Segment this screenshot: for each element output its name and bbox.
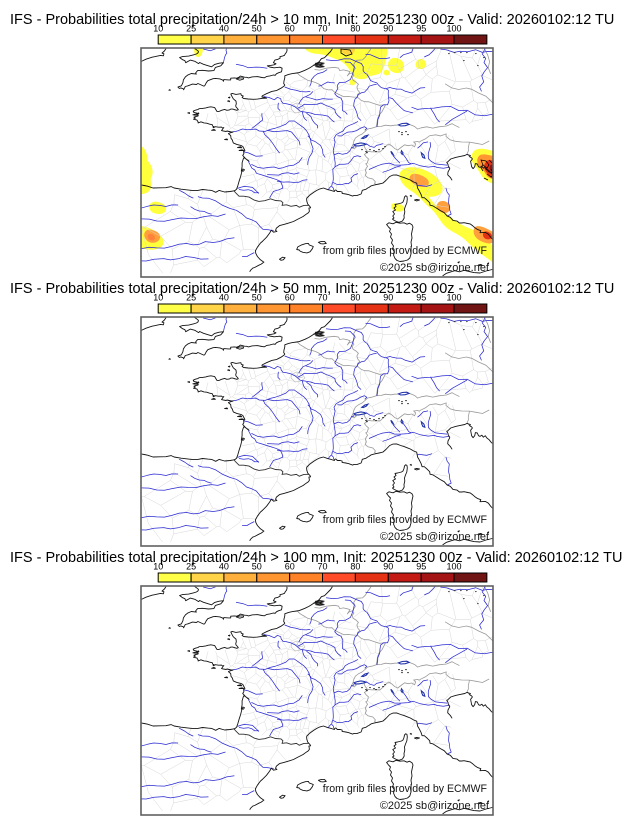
svg-text:100: 100 [446,24,461,34]
svg-text:50: 50 [252,562,262,572]
svg-text:80: 80 [350,562,360,572]
svg-text:95: 95 [416,562,426,572]
svg-text:100: 100 [446,562,461,572]
svg-text:40: 40 [219,562,229,572]
svg-text:95: 95 [416,24,426,34]
svg-text:IFS - Probabilities total prec: IFS - Probabilities total precipitation/… [10,550,622,566]
svg-text:10: 10 [153,293,163,303]
svg-text:100: 100 [446,293,461,303]
svg-text:80: 80 [350,24,360,34]
svg-text:90: 90 [383,293,393,303]
svg-text:40: 40 [219,293,229,303]
svg-text:80: 80 [350,293,360,303]
svg-text:95: 95 [416,293,426,303]
svg-text:90: 90 [383,562,393,572]
svg-text:60: 60 [285,24,295,34]
svg-text:90: 90 [383,24,393,34]
svg-text:60: 60 [285,293,295,303]
svg-text:10: 10 [153,562,163,572]
svg-text:50: 50 [252,24,262,34]
svg-text:IFS - Probabilities total prec: IFS - Probabilities total precipitation/… [10,12,614,28]
svg-text:60: 60 [285,562,295,572]
svg-text:50: 50 [252,293,262,303]
svg-text:70: 70 [317,24,327,34]
svg-text:25: 25 [186,293,196,303]
svg-text:70: 70 [317,293,327,303]
svg-text:10: 10 [153,24,163,34]
svg-text:25: 25 [186,24,196,34]
svg-text:25: 25 [186,562,196,572]
svg-text:IFS - Probabilities total prec: IFS - Probabilities total precipitation/… [10,281,614,297]
svg-text:40: 40 [219,24,229,34]
svg-text:70: 70 [317,562,327,572]
